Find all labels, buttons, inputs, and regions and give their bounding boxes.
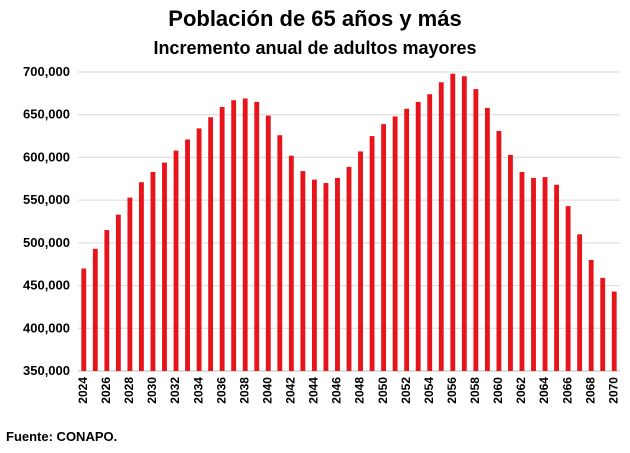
x-tick-label: 2048: [353, 377, 367, 404]
x-tick-label: 2026: [99, 377, 113, 404]
x-tick-label: 2054: [422, 377, 436, 404]
y-tick-label: 350,000: [23, 363, 70, 378]
y-tick-label: 500,000: [23, 235, 70, 250]
y-tick-label: 450,000: [23, 278, 70, 293]
y-tick-label: 700,000: [23, 64, 70, 79]
x-tick-label: 2024: [76, 377, 90, 404]
bar-2033: [185, 139, 190, 371]
x-tick-label: 2060: [491, 377, 505, 404]
bars: [81, 73, 617, 372]
bar-2045: [323, 183, 329, 371]
bar-2055: [438, 82, 444, 371]
bar-2068: [588, 259, 594, 371]
bar-2062: [519, 171, 525, 371]
x-tick-label: 2042: [284, 377, 298, 404]
x-tick-label: 2040: [260, 377, 274, 404]
bar-2043: [300, 171, 306, 371]
bar-2052: [404, 108, 410, 371]
x-tick-label: 2064: [537, 377, 551, 404]
y-tick-label: 600,000: [23, 149, 70, 164]
bar-2065: [554, 184, 559, 371]
bar-2041: [277, 135, 283, 371]
chart-subtitle: Incremento anual de adultos mayores: [153, 38, 477, 58]
y-tick-label: 400,000: [23, 320, 70, 335]
bar-2024: [81, 268, 87, 371]
x-tick-label: 2062: [514, 377, 528, 404]
y-tick-label: 550,000: [23, 192, 70, 207]
bar-2029: [139, 182, 144, 371]
bar-2064: [542, 177, 548, 371]
bar-2059: [484, 107, 490, 371]
bar-2038: [242, 98, 248, 372]
bar-2042: [288, 155, 294, 371]
bar-2067: [577, 234, 583, 371]
bar-2061: [508, 154, 513, 371]
x-tick-label: 2066: [560, 377, 574, 404]
x-tick-label: 2036: [214, 377, 228, 404]
x-tick-label: 2052: [399, 377, 413, 404]
x-tick-label: 2050: [376, 377, 390, 404]
bar-2051: [392, 116, 398, 372]
bar-2025: [92, 248, 98, 371]
source-note: Fuente: CONAPO.: [6, 429, 118, 444]
x-tick-label: 2068: [583, 377, 597, 404]
bar-2057: [461, 76, 467, 372]
bar-2070: [611, 291, 617, 371]
bar-2047: [346, 166, 352, 371]
bar-2039: [254, 101, 260, 372]
bar-2053: [415, 101, 421, 372]
bar-2063: [531, 177, 536, 371]
bar-2046: [335, 177, 340, 371]
y-axis: 350,000 400,000 450,000 500,000 550,000 600,0…: [23, 64, 70, 378]
x-tick-label: 2046: [330, 377, 344, 404]
bar-2026: [104, 230, 110, 371]
x-tick-label: 2030: [145, 377, 159, 404]
bar-2044: [311, 179, 317, 371]
x-tick-label: 2028: [122, 377, 136, 404]
bar-2032: [173, 150, 179, 371]
bar-2069: [600, 277, 606, 371]
bar-2035: [208, 117, 214, 371]
x-tick-label: 2070: [606, 377, 620, 404]
x-tick-label: 2058: [468, 377, 482, 404]
x-tick-label: 2038: [237, 377, 251, 404]
bar-2034: [196, 128, 202, 371]
bar-2027: [115, 214, 121, 371]
bar-2028: [127, 197, 133, 371]
x-tick-label: 2044: [307, 377, 321, 404]
x-tick-label: 2034: [191, 377, 205, 404]
bar-2060: [496, 130, 502, 371]
bar-2049: [369, 136, 375, 371]
y-tick-label: 650,000: [23, 107, 70, 122]
chart-title: Población de 65 años y más: [168, 6, 462, 31]
x-tick-label: 2032: [168, 377, 182, 404]
bar-2031: [162, 162, 167, 371]
bar-2054: [427, 94, 433, 371]
x-tick-label: 2056: [445, 377, 459, 404]
bar-2030: [150, 171, 156, 371]
bar-2066: [565, 206, 571, 371]
bar-2050: [381, 124, 387, 372]
bar-2056: [450, 73, 456, 372]
x-axis: 2024 2026 2028 2030 2032 2034 2036 2038 2040 2042…: [76, 377, 620, 404]
bar-2048: [358, 151, 363, 371]
bar-2036: [219, 107, 225, 372]
bar-2058: [473, 89, 479, 371]
bar-2040: [265, 115, 271, 371]
bar-2037: [231, 100, 237, 371]
